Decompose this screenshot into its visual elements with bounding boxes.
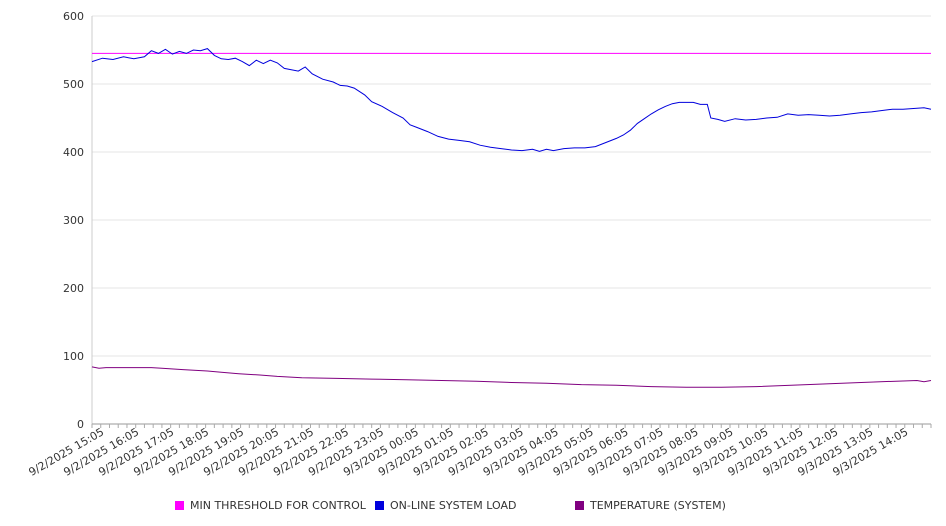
y-tick-label: 400 — [63, 146, 84, 159]
y-tick-label: 0 — [77, 418, 84, 431]
series — [91, 48, 932, 388]
y-tick-label: 300 — [63, 214, 84, 227]
y-tick-label: 100 — [63, 350, 84, 363]
series-line-load — [91, 48, 932, 152]
grid — [92, 15, 931, 357]
legend-label-load: ON-LINE SYSTEM LOAD — [390, 499, 517, 512]
x-axis-ticks: 9/2/2025 15:059/2/2025 16:059/2/2025 17:… — [26, 425, 910, 479]
legend: MIN THRESHOLD FOR CONTROL ON-LINE SYSTEM… — [0, 499, 946, 513]
legend-label-temperature: TEMPERATURE (SYSTEM) — [590, 499, 726, 512]
legend-label-threshold: MIN THRESHOLD FOR CONTROL — [190, 499, 366, 512]
legend-item-temperature[interactable]: TEMPERATURE (SYSTEM) — [575, 499, 726, 512]
series-line-temperature — [91, 366, 932, 388]
legend-swatch-load — [375, 501, 384, 510]
legend-swatch-threshold — [175, 501, 184, 510]
y-tick-label: 200 — [63, 282, 84, 295]
y-tick-label: 500 — [63, 78, 84, 91]
legend-swatch-temperature — [575, 501, 584, 510]
y-axis-ticks: 0 100 200 300 400 500 600 — [63, 10, 84, 431]
axes — [91, 16, 932, 428]
y-tick-label: 600 — [63, 10, 84, 23]
legend-item-threshold[interactable]: MIN THRESHOLD FOR CONTROL — [175, 499, 366, 512]
legend-item-load[interactable]: ON-LINE SYSTEM LOAD — [375, 499, 516, 512]
